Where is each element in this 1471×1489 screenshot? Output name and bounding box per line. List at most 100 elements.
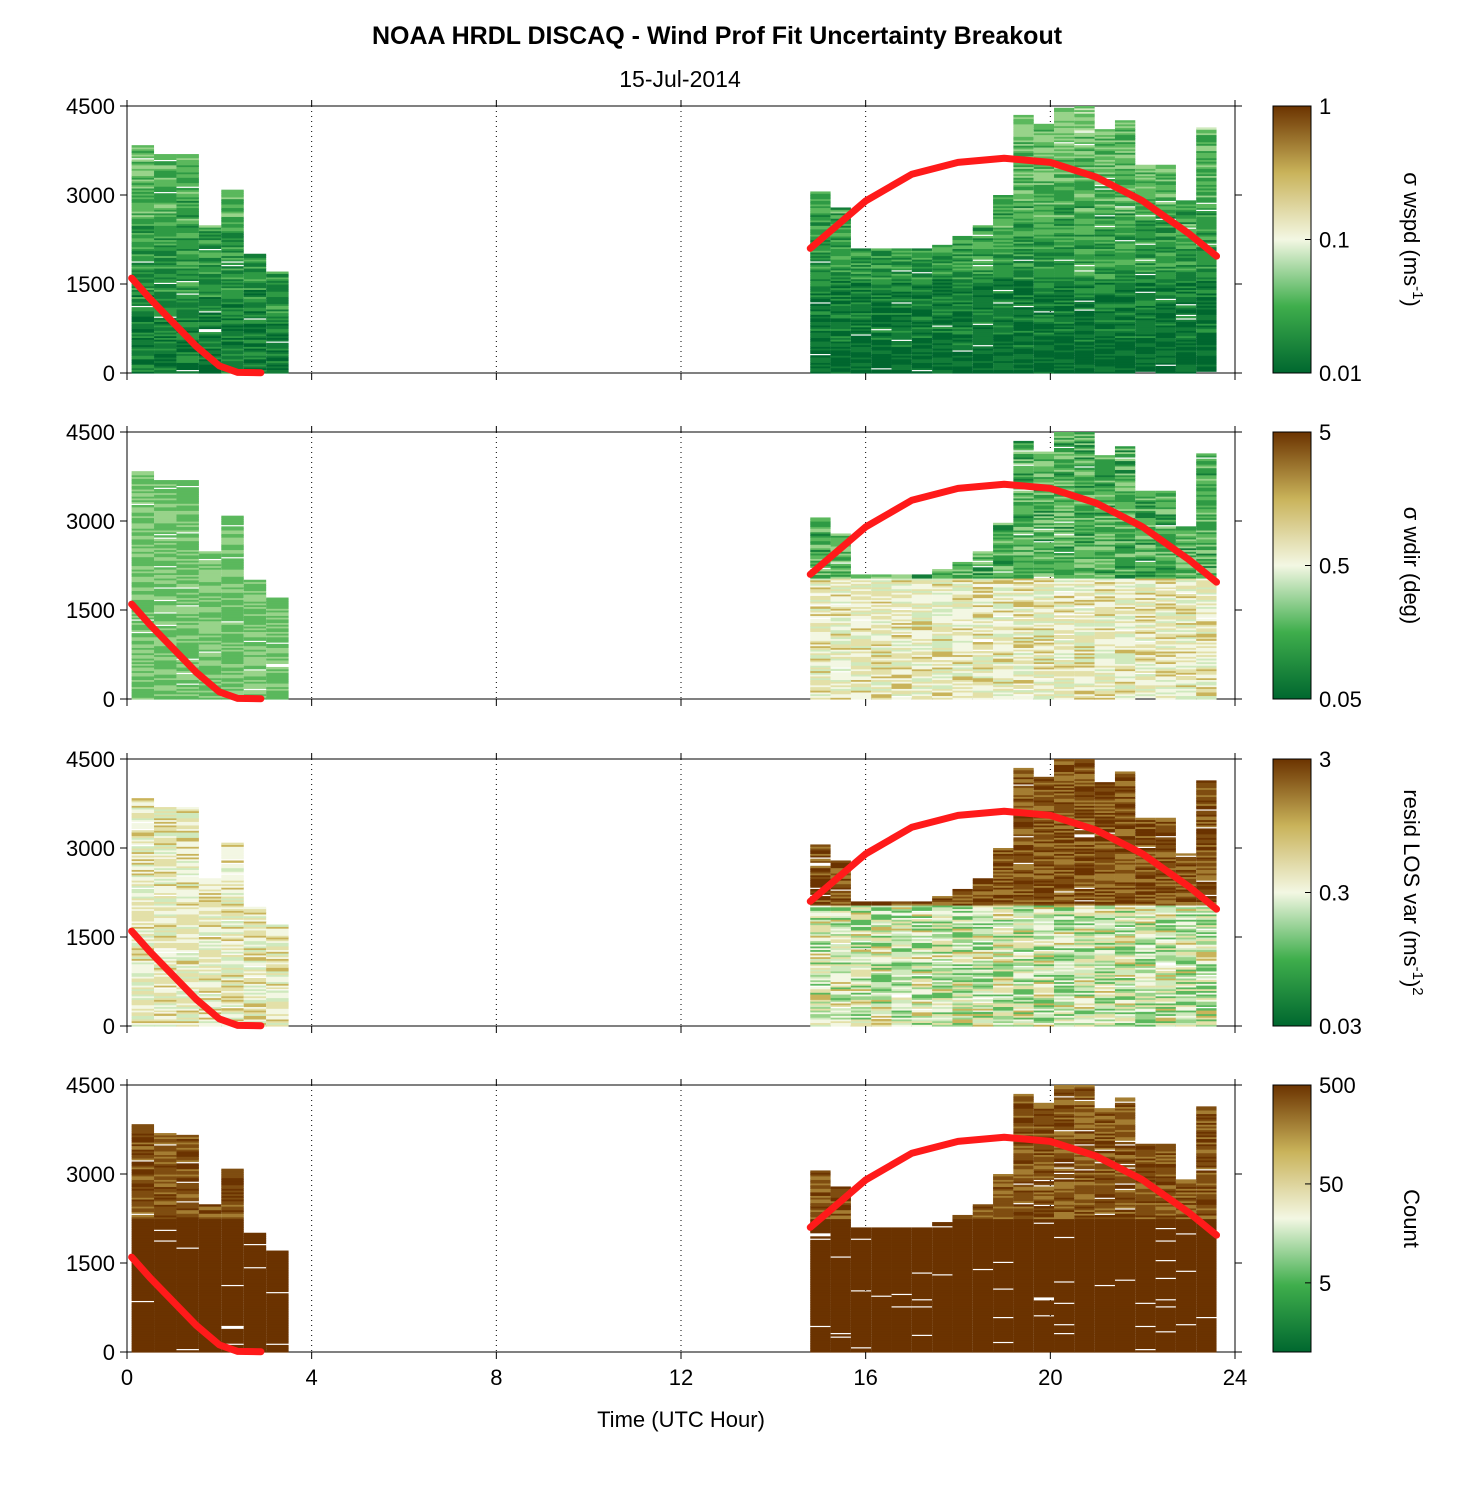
- heatmap-cell: [154, 260, 177, 264]
- heatmap-cell: [154, 353, 177, 356]
- heatmap-cell: [1074, 675, 1095, 679]
- heatmap-cell: [176, 365, 199, 369]
- heatmap-cell: [154, 652, 177, 656]
- heatmap-cell: [1135, 365, 1156, 369]
- heatmap-cell: [1155, 198, 1176, 201]
- heatmap-cell: [176, 232, 199, 235]
- heatmap-cell: [266, 670, 289, 673]
- heatmap-cell: [1054, 665, 1075, 668]
- heatmap-cell: [1155, 332, 1176, 335]
- heatmap-cell: [243, 330, 267, 333]
- heatmap-cell: [1094, 574, 1115, 577]
- heatmap-cell: [810, 348, 831, 351]
- heatmap-cell: [952, 267, 973, 271]
- heatmap-cell: [932, 300, 953, 303]
- heatmap-cell: [131, 223, 155, 226]
- heatmap-cell: [176, 613, 199, 616]
- heatmap-cell: [176, 319, 199, 322]
- heatmap-cell: [243, 615, 267, 618]
- heatmap-cell: [911, 665, 933, 668]
- heatmap-cell: [1114, 353, 1136, 356]
- heatmap-cell: [1013, 362, 1034, 365]
- heatmap-cell: [1155, 230, 1176, 233]
- heatmap-cell: [1074, 346, 1095, 349]
- heatmap-cell: [952, 682, 973, 686]
- heatmap-cell: [1094, 681, 1115, 684]
- heatmap-cell: [154, 686, 177, 689]
- heatmap-cell: [1013, 581, 1034, 584]
- heatmap-cell: [1074, 456, 1095, 460]
- heatmap-cell: [266, 332, 289, 335]
- heatmap-cell: [1196, 292, 1217, 296]
- heatmap-cell: [850, 574, 872, 577]
- heatmap-cell: [830, 360, 851, 363]
- heatmap-cell: [972, 563, 994, 567]
- heatmap-cell: [176, 503, 199, 506]
- heatmap-cell: [131, 488, 155, 492]
- heatmap-cell: [810, 251, 831, 255]
- heatmap-cell: [952, 590, 973, 593]
- heatmap-cell: [952, 332, 973, 335]
- heatmap-cell: [243, 264, 267, 267]
- heatmap-cell: [1054, 524, 1075, 527]
- heatmap-cell: [1074, 225, 1095, 228]
- heatmap-cell: [830, 606, 851, 609]
- heatmap-cell: [952, 663, 973, 666]
- heatmap-cell: [1175, 333, 1197, 337]
- heatmap-cell: [830, 693, 851, 697]
- heatmap-cell: [911, 367, 933, 371]
- heatmap-cell: [1114, 358, 1136, 362]
- heatmap-cell: [952, 328, 973, 331]
- heatmap-cell: [1074, 294, 1095, 298]
- heatmap-cell: [1094, 353, 1115, 356]
- heatmap-cell: [1094, 227, 1115, 230]
- heatmap-cell: [993, 684, 1014, 688]
- heatmap-cell: [131, 340, 155, 344]
- heatmap-cell: [1054, 508, 1075, 511]
- heatmap-cell: [198, 643, 222, 647]
- heatmap-cell: [1135, 175, 1156, 178]
- heatmap-cell: [198, 289, 222, 292]
- heatmap-cell: [198, 312, 222, 315]
- heatmap-cell: [972, 330, 994, 333]
- heatmap-cell: [932, 583, 953, 586]
- heatmap-cell: [993, 200, 1014, 203]
- heatmap-cell: [891, 353, 912, 356]
- heatmap-cell: [198, 333, 222, 337]
- heatmap-cell: [243, 581, 267, 584]
- heatmap-cell: [1074, 243, 1095, 246]
- heatmap-cell: [1114, 291, 1136, 294]
- heatmap-cell: [810, 661, 831, 664]
- heatmap-cell: [952, 697, 973, 700]
- heatmap-cell: [1196, 237, 1217, 241]
- heatmap-cell: [198, 260, 222, 264]
- heatmap-cell: [1074, 166, 1095, 169]
- heatmap-cell: [1013, 234, 1034, 237]
- heatmap-cell: [154, 335, 177, 338]
- heatmap-cell: [911, 298, 933, 301]
- heatmap-cell: [810, 572, 831, 575]
- heatmap-cell: [830, 675, 851, 679]
- chart-title: NOAA HRDL DISCAQ - Wind Prof Fit Uncerta…: [371, 22, 1063, 50]
- heatmap-cell: [221, 239, 244, 242]
- heatmap-cell: [221, 659, 244, 663]
- heatmap-cell: [911, 595, 933, 599]
- heatmap-cell: [131, 246, 155, 249]
- heatmap-cell: [1074, 512, 1095, 515]
- heatmap-cell: [972, 280, 994, 283]
- heatmap-cell: [810, 207, 831, 210]
- heatmap-cell: [1114, 344, 1136, 347]
- heatmap-cell: [1033, 579, 1055, 583]
- heatmap-cell: [932, 335, 953, 338]
- heatmap-cell: [1054, 339, 1075, 342]
- heatmap-cell: [154, 154, 177, 157]
- heatmap-cell: [952, 330, 973, 333]
- heatmap-cell: [1054, 136, 1075, 139]
- heatmap-cell: [221, 560, 244, 563]
- heatmap-cell: [891, 335, 912, 338]
- heatmap-cell: [871, 301, 892, 305]
- heatmap-cell: [1135, 171, 1156, 175]
- heatmap-cell: [1155, 296, 1176, 299]
- heatmap-cell: [850, 663, 872, 666]
- heatmap-cell: [221, 679, 244, 682]
